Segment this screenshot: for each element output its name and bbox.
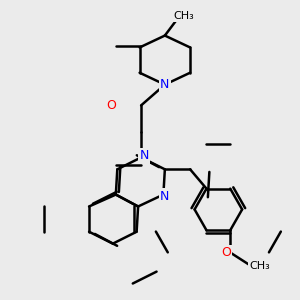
Text: N: N <box>160 78 170 91</box>
Text: CH₃: CH₃ <box>250 261 270 271</box>
Text: N: N <box>140 149 149 162</box>
Text: O: O <box>221 246 231 259</box>
Text: O: O <box>106 99 116 112</box>
Text: CH₃: CH₃ <box>174 11 195 21</box>
Text: N: N <box>160 190 170 202</box>
